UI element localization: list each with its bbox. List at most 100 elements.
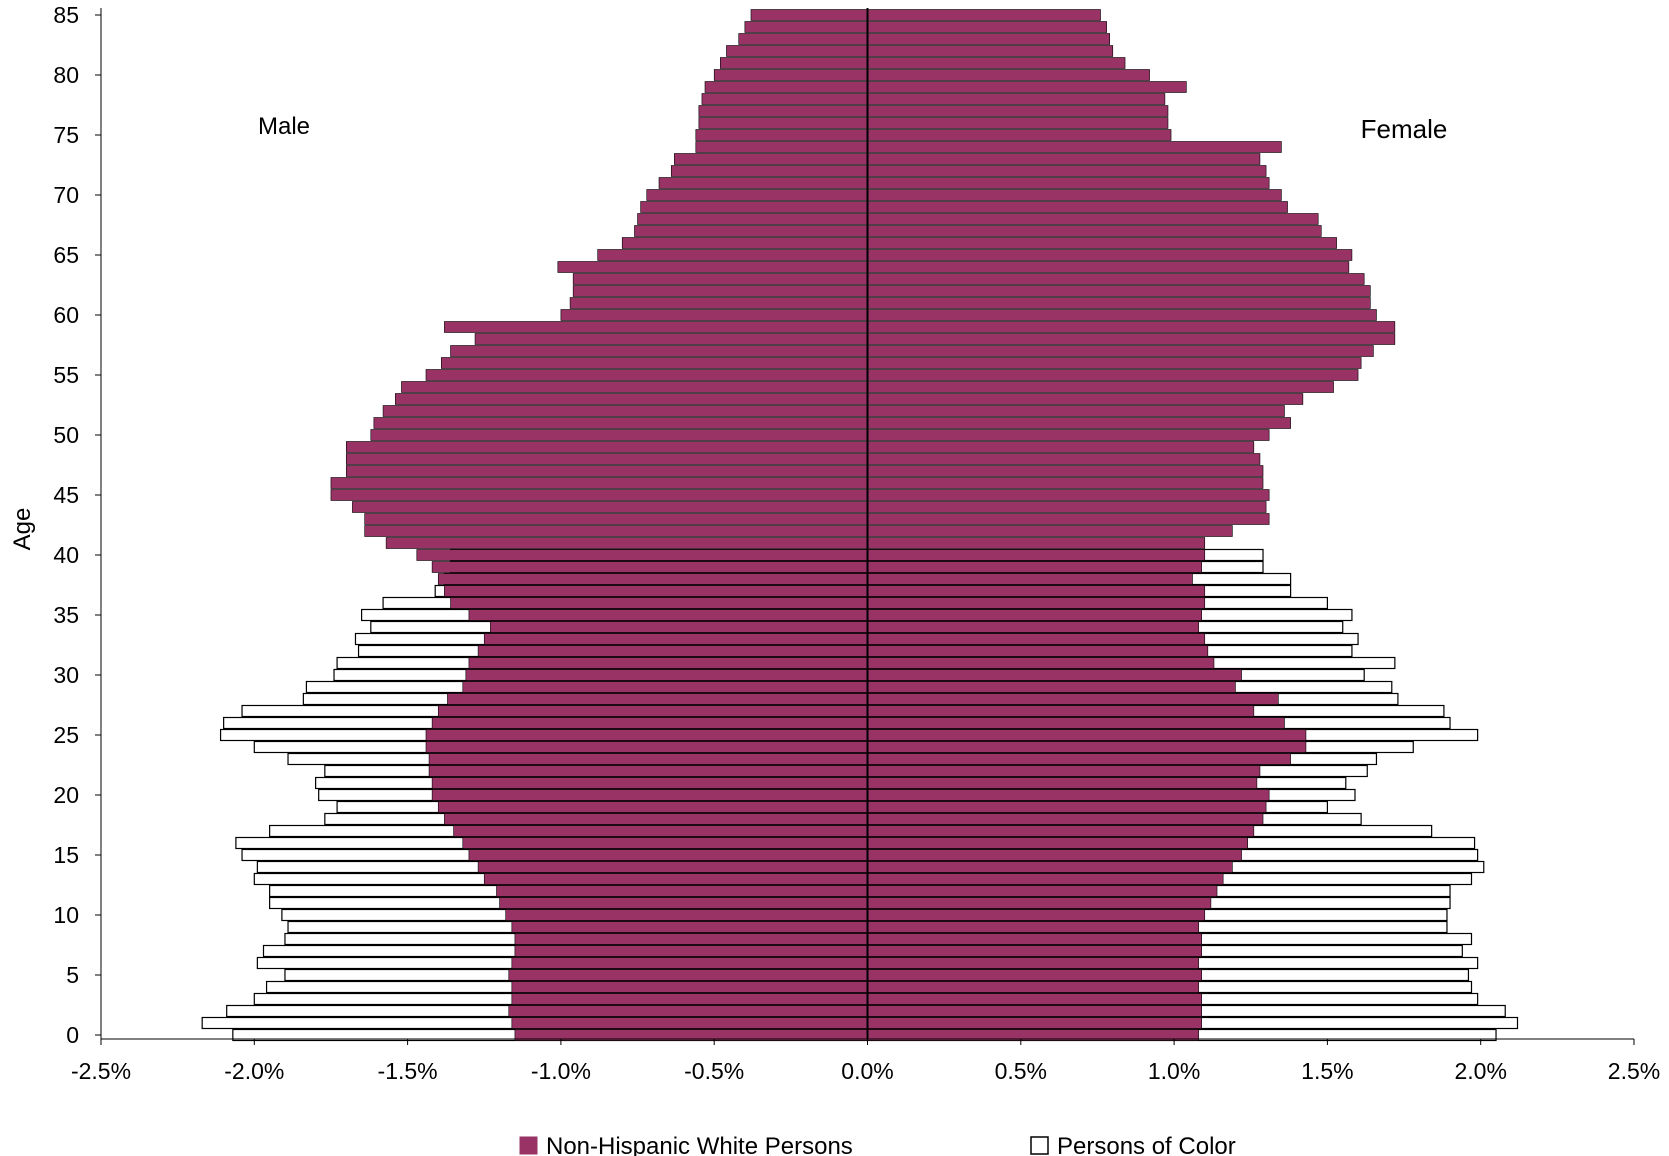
legend-label-white: Non-Hispanic White Persons [546,1133,853,1156]
bar-nhw-male-65 [597,249,868,261]
bar-nhw-male-8 [514,933,868,945]
y-tick-label: 70 [53,182,79,208]
y-tick-label: 45 [53,482,79,508]
bar-nhw-female-11 [867,897,1212,909]
bar-nhw-female-74 [867,141,1282,153]
bar-nhw-male-79 [704,81,868,93]
bar-nhw-male-80 [713,69,868,81]
bar-nhw-male-31 [468,657,868,669]
bar-nhw-male-14 [477,861,868,873]
y-tick-label: 40 [53,542,79,568]
bar-nhw-female-65 [867,249,1353,261]
bar-nhw-female-44 [867,501,1267,513]
x-tick-label: -2.5% [71,1058,131,1084]
bar-nhw-male-46 [330,477,868,489]
bar-nhw-male-9 [511,921,868,933]
bar-nhw-female-53 [867,393,1304,405]
bar-nhw-female-47 [867,465,1264,477]
x-tick-label: -1.0% [531,1058,591,1084]
bar-nhw-male-35 [468,609,868,621]
bar-nhw-male-47 [345,465,868,477]
legend: Non-Hispanic White Persons Persons of Co… [519,1133,1236,1156]
bar-nhw-female-20 [867,789,1270,801]
bar-nhw-female-28 [867,693,1279,705]
bar-nhw-male-77 [698,105,868,117]
bar-nhw-female-41 [867,537,1206,549]
bar-nhw-female-42 [867,525,1233,537]
y-tick-label: 65 [53,242,79,268]
bar-nhw-male-61 [569,297,868,309]
x-tick-label: -2.0% [224,1058,284,1084]
bar-nhw-male-45 [330,489,868,501]
y-tick-label: 60 [53,302,79,328]
bar-nhw-female-14 [867,861,1233,873]
bar-nhw-male-69 [640,201,868,213]
bar-nhw-female-75 [867,129,1172,141]
y-axis-label: Age [9,508,36,551]
bar-nhw-female-48 [867,453,1261,465]
bar-nhw-female-40 [867,549,1206,561]
bar-nhw-male-28 [447,693,868,705]
bar-nhw-female-51 [867,417,1291,429]
bar-nhw-female-80 [867,69,1150,81]
bar-nhw-female-82 [867,45,1114,57]
y-tick-label: 85 [53,2,79,28]
bar-nhw-male-66 [621,237,868,249]
bar-nhw-male-27 [437,705,868,717]
bar-nhw-male-1 [511,1017,868,1029]
bar-nhw-female-61 [867,297,1371,309]
bar-nhw-female-45 [867,489,1270,501]
y-tick-label: 35 [53,602,79,628]
bar-nhw-female-8 [867,933,1202,945]
bar-nhw-female-46 [867,477,1264,489]
y-tick-label: 15 [53,842,79,868]
bar-nhw-male-29 [462,681,868,693]
bar-nhw-male-20 [431,789,868,801]
bar-nhw-male-26 [431,717,868,729]
bar-nhw-male-81 [720,57,868,69]
bar-nhw-female-13 [867,873,1224,885]
bar-nhw-male-44 [352,501,868,513]
bar-nhw-male-3 [511,993,868,1005]
bar-nhw-female-77 [867,105,1169,117]
bar-nhw-male-49 [345,441,868,453]
bar-nhw-female-19 [867,801,1267,813]
bar-nhw-male-59 [444,321,868,333]
bar-nhw-male-52 [382,405,868,417]
bar-nhw-female-72 [867,165,1267,177]
bar-nhw-female-10 [867,909,1206,921]
bar-nhw-female-15 [867,849,1242,861]
y-tick-label: 0 [66,1022,79,1048]
bar-nhw-female-66 [867,237,1337,249]
y-tick-label: 50 [53,422,79,448]
y-tick-label: 5 [66,962,79,988]
bar-nhw-male-34 [490,621,868,633]
bar-nhw-female-34 [867,621,1199,633]
bar-nhw-male-54 [401,381,868,393]
bar-nhw-male-82 [726,45,868,57]
bar-nhw-male-25 [425,729,868,741]
bar-nhw-male-23 [428,753,868,765]
bar-nhw-female-33 [867,633,1206,645]
bar-nhw-female-2 [867,1005,1202,1017]
bar-nhw-male-56 [441,357,868,369]
x-tick-label: 2.0% [1454,1058,1506,1084]
bar-nhw-male-40 [416,549,868,561]
bar-nhw-male-18 [444,813,868,825]
bar-nhw-male-73 [674,153,868,165]
bar-nhw-male-37 [444,585,868,597]
bar-nhw-female-84 [867,21,1107,33]
bar-nhw-female-83 [867,33,1111,45]
bar-nhw-female-49 [867,441,1255,453]
bar-nhw-male-22 [428,765,868,777]
bar-nhw-female-56 [867,357,1362,369]
bar-nhw-male-21 [431,777,868,789]
bar-nhw-female-55 [867,369,1359,381]
x-tick-label: 0.0% [841,1058,893,1084]
bar-nhw-female-58 [867,333,1396,345]
y-tick-label: 55 [53,362,79,388]
bar-nhw-male-67 [634,225,868,237]
bar-nhw-male-12 [496,885,868,897]
x-tick-label: 1.5% [1301,1058,1353,1084]
